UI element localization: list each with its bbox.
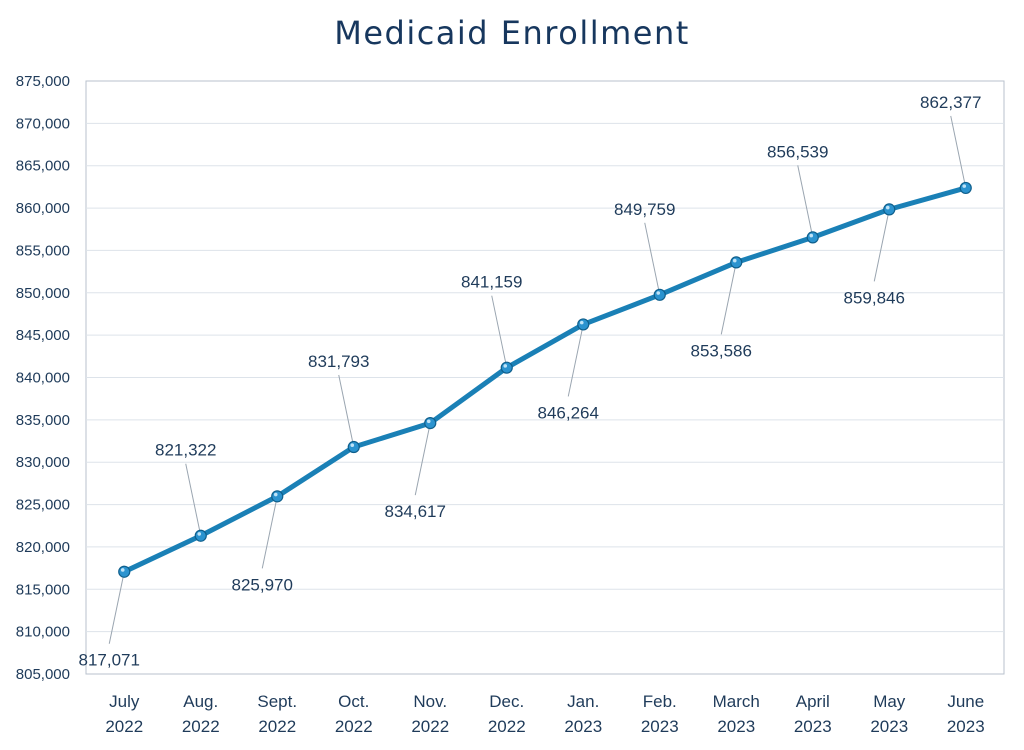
x-tick-label-year: 2022 <box>411 717 449 736</box>
x-tick-label-month: Sept. <box>257 692 297 711</box>
x-tick-label-year: 2023 <box>564 717 602 736</box>
data-point <box>194 529 207 542</box>
data-point-highlight <box>197 532 202 536</box>
data-point <box>883 203 896 216</box>
y-tick-label: 870,000 <box>16 115 70 132</box>
y-tick-label: 875,000 <box>16 73 70 90</box>
data-point-highlight <box>962 184 967 188</box>
x-tick-label-year: 2022 <box>335 717 373 736</box>
data-label-leader <box>414 422 431 496</box>
data-label: 831,793 <box>308 352 369 371</box>
data-label-leader <box>491 295 508 368</box>
data-point <box>577 318 590 331</box>
y-tick-label: 825,000 <box>16 497 70 514</box>
data-label-leader <box>567 324 584 397</box>
x-tick-label-month: July <box>109 692 140 711</box>
data-label-leader <box>338 374 355 448</box>
data-point <box>500 361 513 374</box>
data-label: 821,322 <box>155 441 216 460</box>
y-tick-label: 815,000 <box>16 581 70 598</box>
x-tick-label-year: 2023 <box>794 717 832 736</box>
chart-title: Medicaid Enrollment <box>334 14 690 52</box>
data-label: 825,970 <box>232 575 293 594</box>
series-line <box>121 185 969 575</box>
data-point-highlight <box>656 291 661 295</box>
data-label: 862,377 <box>920 93 981 112</box>
data-point-highlight <box>579 320 584 325</box>
data-point-highlight <box>732 258 737 263</box>
data-label-leaders <box>108 115 967 644</box>
y-tick-label: 830,000 <box>16 454 70 471</box>
data-label-leader <box>108 571 125 644</box>
y-tick-label: 840,000 <box>16 370 70 387</box>
x-tick-label-year: 2023 <box>717 717 755 736</box>
data-point-highlight <box>503 364 508 368</box>
y-axis: 805,000 810,000 815,000 820,000 825,000 830,0… <box>16 73 70 683</box>
data-point <box>271 490 284 503</box>
data-label: 846,264 <box>538 403 599 422</box>
data-point <box>806 231 819 244</box>
x-tick-label-month: Feb. <box>643 692 677 711</box>
x-tick-label-month: May <box>873 692 906 711</box>
x-tick-label-month: Oct. <box>338 692 369 711</box>
data-label-leader <box>261 496 278 569</box>
data-point <box>347 440 360 454</box>
data-point-highlight <box>885 205 890 210</box>
data-label-leader <box>950 115 967 189</box>
x-tick-label-month: April <box>796 692 830 711</box>
data-point <box>653 288 666 301</box>
enrollment-line <box>121 185 969 575</box>
data-label-leader <box>797 165 814 238</box>
data-point-highlight <box>426 419 431 424</box>
data-point-highlight <box>273 492 278 497</box>
y-tick-label: 865,000 <box>16 158 70 175</box>
x-tick-label-month: June <box>947 692 984 711</box>
x-tick-label-year: 2022 <box>105 717 143 736</box>
data-label-leader <box>873 209 890 282</box>
data-point-highlight <box>809 233 814 238</box>
x-tick-label-year: 2023 <box>870 717 908 736</box>
data-label: 853,586 <box>691 341 752 360</box>
data-label-leader <box>644 222 661 295</box>
y-tick-label: 850,000 <box>16 285 70 302</box>
data-point <box>118 565 131 578</box>
x-tick-label-month: Jan. <box>567 692 599 711</box>
x-tick-label-month: March <box>713 692 760 711</box>
x-tick-label-month: Nov. <box>413 692 447 711</box>
data-point-highlight <box>120 568 125 572</box>
data-markers <box>118 181 972 578</box>
gridlines <box>86 122 1004 633</box>
x-tick-label-month: Aug. <box>183 692 218 711</box>
data-label: 817,071 <box>79 651 140 670</box>
x-tick-label-year: 2023 <box>641 717 679 736</box>
data-point <box>424 417 437 430</box>
data-point-highlight <box>350 443 355 448</box>
data-point <box>730 256 743 269</box>
x-axis: July 2022 Aug. 2022 Sept. 2022 Oct. 2022 Nov. 202… <box>105 692 984 736</box>
data-labels: 817,071 821,322 825,970 831,793 834,617 841,1… <box>79 93 982 670</box>
data-label: 849,759 <box>614 200 675 219</box>
x-tick-label-month: Dec. <box>489 692 524 711</box>
x-tick-label-year: 2023 <box>947 717 985 736</box>
data-label: 834,617 <box>385 502 446 521</box>
x-tick-label-year: 2022 <box>488 717 526 736</box>
data-label: 859,846 <box>844 288 905 307</box>
y-tick-label: 810,000 <box>16 624 70 641</box>
data-label: 841,159 <box>461 273 522 292</box>
data-label: 856,539 <box>767 142 828 161</box>
y-tick-label: 805,000 <box>16 666 70 683</box>
y-tick-label: 860,000 <box>16 200 70 217</box>
data-label-leader <box>720 262 737 335</box>
y-tick-label: 820,000 <box>16 539 70 556</box>
data-label-leader <box>185 463 202 536</box>
y-tick-label: 835,000 <box>16 412 70 429</box>
x-tick-label-year: 2022 <box>258 717 296 736</box>
y-tick-label: 845,000 <box>16 327 70 344</box>
x-tick-label-year: 2022 <box>182 717 220 736</box>
y-tick-label: 855,000 <box>16 242 70 259</box>
data-point <box>959 181 972 195</box>
